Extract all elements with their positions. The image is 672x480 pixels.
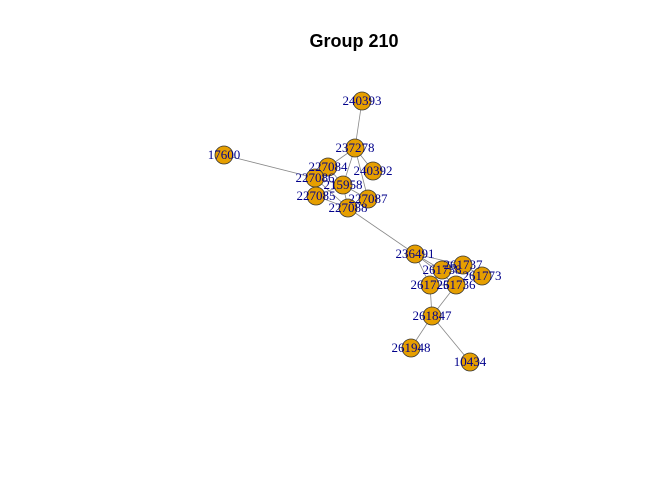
- nodes-layer: [214, 91, 492, 372]
- node-label-240392: 240392: [354, 163, 393, 178]
- node-label-227084: 227084: [309, 159, 349, 174]
- labels-layer: 240393 237278 17600 227084 240392 22708621595…: [208, 93, 502, 369]
- node-261758: [432, 260, 452, 280]
- node-17600: [214, 145, 234, 165]
- node-label-227085: 227085: [297, 188, 336, 203]
- node-261773: [472, 266, 492, 286]
- node-label-261725: 261725: [411, 277, 450, 292]
- node-227084: [318, 157, 338, 177]
- node-label-236491: 236491: [396, 246, 435, 261]
- node-261736: [446, 275, 466, 295]
- node-label-240393: 240393: [343, 93, 382, 108]
- node-236491: [405, 244, 425, 264]
- node-label-261847: 261847: [413, 308, 453, 323]
- node-label-261737: 261737: [444, 257, 484, 272]
- node-label-227086: 227086: [296, 170, 336, 185]
- node-215958: [333, 175, 353, 195]
- node-label-261758: 261758: [423, 262, 462, 277]
- node-240393: [352, 91, 372, 111]
- node-label-237278: 237278: [336, 140, 375, 155]
- graph-title: Group 210: [309, 31, 398, 51]
- node-label-10434: 10434: [454, 354, 487, 369]
- node-label-227088: 227088: [329, 200, 368, 215]
- node-227088: [338, 198, 358, 218]
- node-261737: [453, 255, 473, 275]
- node-240392: [363, 161, 383, 181]
- edge-227088-236491: [347, 207, 416, 255]
- node-227087: [358, 189, 378, 209]
- node-10434: [460, 352, 480, 372]
- node-label-261773: 261773: [463, 268, 502, 283]
- node-237278: [345, 138, 365, 158]
- node-227085: [306, 186, 326, 206]
- node-label-261736: 261736: [437, 277, 477, 292]
- node-label-227087: 227087: [349, 191, 389, 206]
- edge-261847-10434: [431, 315, 471, 363]
- node-label-261948: 261948: [392, 340, 431, 355]
- node-label-215958: 215958: [324, 177, 363, 192]
- node-261725: [420, 275, 440, 295]
- node-261847: [422, 306, 442, 326]
- node-label-17600: 17600: [208, 147, 241, 162]
- node-261948: [401, 338, 421, 358]
